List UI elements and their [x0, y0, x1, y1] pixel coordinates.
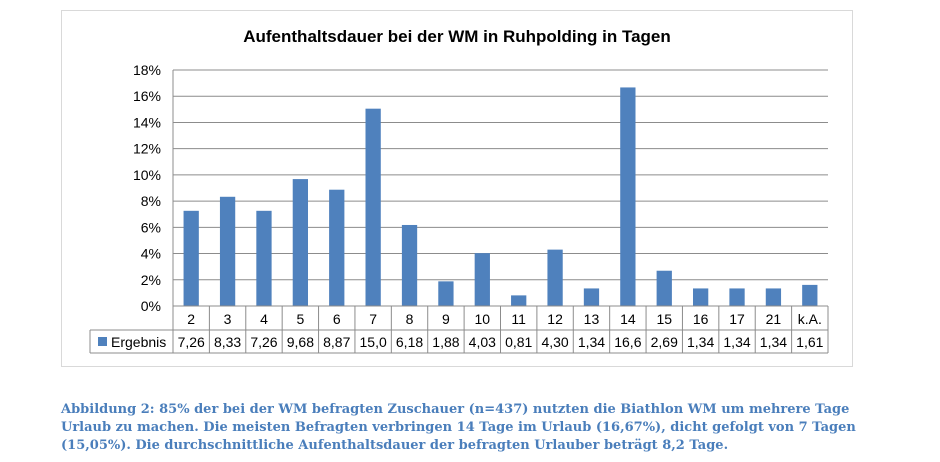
bar	[765, 288, 782, 306]
bar	[474, 253, 490, 306]
x-tick-label: 6	[333, 311, 341, 327]
data-label: 6,18	[396, 334, 423, 350]
x-tick-label: 11	[511, 311, 526, 327]
data-label: 16,6	[614, 334, 641, 350]
x-tick-label: 15	[656, 311, 672, 327]
y-tick-label: 8%	[141, 193, 161, 209]
data-label: 7,26	[250, 334, 277, 350]
data-label: 4,30	[541, 334, 568, 350]
caption-line: Urlaub zu machen. Die meisten Befragten …	[61, 420, 856, 435]
x-tick-label: 4	[260, 311, 268, 327]
y-tick-label: 4%	[141, 246, 161, 262]
legend-label: Ergebnis	[111, 334, 166, 350]
data-label: 9,68	[287, 334, 314, 350]
chart-frame: Aufenthaltsdauer bei der WM in Ruhpoldin…	[61, 10, 853, 367]
gridlines	[172, 69, 828, 306]
y-tick-label: 0%	[141, 298, 161, 314]
data-label: 0,81	[505, 334, 532, 350]
x-tick-label: 8	[406, 311, 414, 327]
data-label: 2,69	[651, 334, 678, 350]
data-label: 8,33	[214, 334, 241, 350]
x-tick-label: 10	[475, 311, 491, 327]
bar	[692, 288, 709, 306]
bars	[183, 87, 818, 306]
bar	[511, 295, 527, 306]
bar	[547, 249, 563, 306]
y-tick-label: 14%	[133, 114, 161, 130]
y-tick-label: 6%	[141, 219, 161, 235]
x-tick-label: 12	[547, 311, 563, 327]
x-tick-label: 21	[766, 311, 782, 327]
x-tick-label: 2	[187, 311, 195, 327]
data-label: 1,61	[796, 334, 823, 350]
x-tick-label: 17	[729, 311, 745, 327]
bar	[401, 224, 418, 306]
data-label: 8,87	[323, 334, 350, 350]
x-tick-label: 5	[296, 311, 304, 327]
data-label: 1,34	[578, 334, 605, 350]
x-tick-label: 9	[442, 311, 450, 327]
figure-caption: Abbildung 2: 85% der bei der WM befragte…	[61, 401, 881, 455]
caption-line: Abbildung 2: 85% der bei der WM befragte…	[61, 402, 850, 417]
caption-line: (15,05%). Die durchschnittliche Aufentha…	[61, 438, 729, 453]
bar	[329, 189, 345, 306]
bar	[256, 210, 272, 306]
data-label: 1,34	[687, 334, 714, 350]
y-tick-label: 2%	[141, 272, 161, 288]
y-tick-label: 12%	[133, 141, 161, 157]
data-label: 1,88	[432, 334, 459, 350]
y-tick-label: 18%	[133, 62, 161, 78]
legend-swatch	[98, 337, 107, 346]
x-tick-label: 13	[584, 311, 600, 327]
data-label: 15,0	[360, 334, 387, 350]
bar	[292, 179, 309, 306]
bar	[219, 196, 236, 306]
bar	[620, 87, 636, 306]
data-label: 4,03	[469, 334, 496, 350]
data-label: 1,34	[723, 334, 750, 350]
bar	[802, 284, 818, 306]
x-tick-label: 16	[693, 311, 709, 327]
bar	[583, 288, 600, 306]
bar-chart: Aufenthaltsdauer bei der WM in Ruhpoldin…	[89, 27, 829, 354]
data-table: 2 7,26 3 8,33 4 7,26 5 9,68 6 8,87 7 15,0 8 6,18 9 1,88…	[89, 305, 829, 354]
bar	[183, 210, 199, 306]
chart-title: Aufenthaltsdauer bei der WM in Ruhpoldin…	[243, 27, 671, 46]
y-tick-label: 10%	[133, 167, 161, 183]
x-tick-label: k.A.	[798, 311, 822, 327]
bar	[365, 108, 381, 306]
x-tick-label: 7	[369, 311, 377, 327]
x-tick-label: 14	[620, 311, 636, 327]
y-tick-label: 16%	[133, 88, 161, 104]
bar	[656, 270, 672, 306]
x-tick-label: 3	[224, 311, 232, 327]
y-axis-tick-labels: 0% 2% 4% 6% 8% 10% 12% 14% 16% 18%	[133, 62, 161, 314]
bar	[438, 281, 454, 306]
data-label: 1,34	[760, 334, 787, 350]
data-label: 7,26	[178, 334, 205, 350]
bar	[729, 288, 745, 306]
